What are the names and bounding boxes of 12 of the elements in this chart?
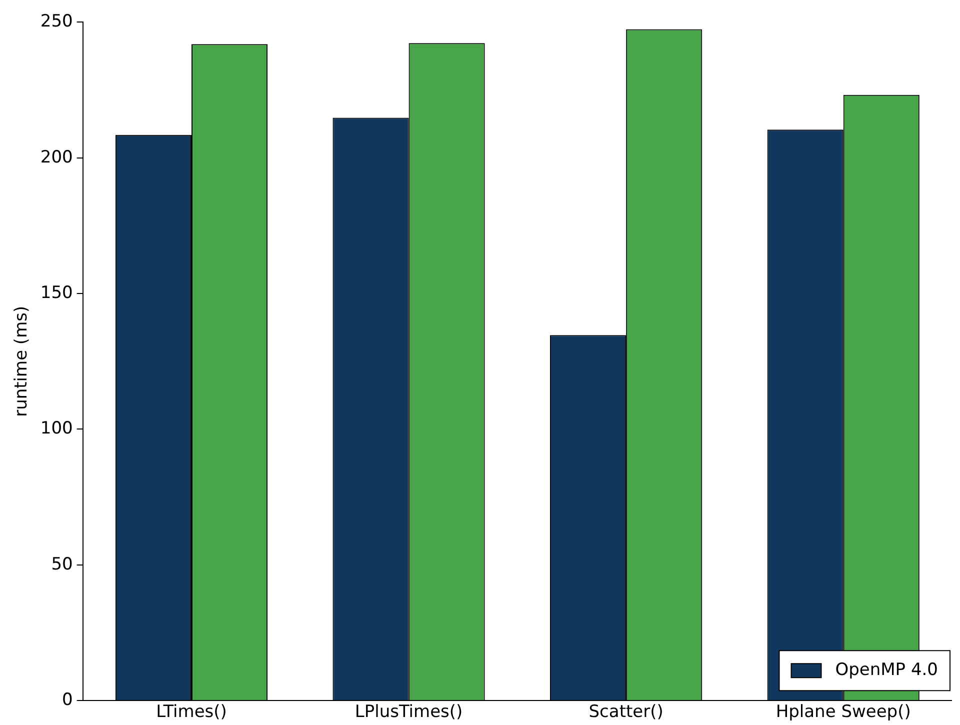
x-tick-label: LTimes() [156,702,227,722]
y-tick-label: 250 [40,12,73,32]
y-tick-label: 0 [62,690,73,710]
y-tick-label: 150 [40,282,73,303]
x-tick-label: Hplane Sweep() [776,702,911,722]
x-tick-label: LPlusTimes() [354,702,463,722]
y-axis-title: runtime (ms) [12,306,32,417]
y-tick-label: 50 [51,554,73,574]
y-tick-label: 100 [40,418,73,439]
x-tick-label: Scatter() [588,702,664,722]
legend-label: OpenMP 4.0 [835,660,938,680]
y-tick-label: 200 [40,147,73,168]
